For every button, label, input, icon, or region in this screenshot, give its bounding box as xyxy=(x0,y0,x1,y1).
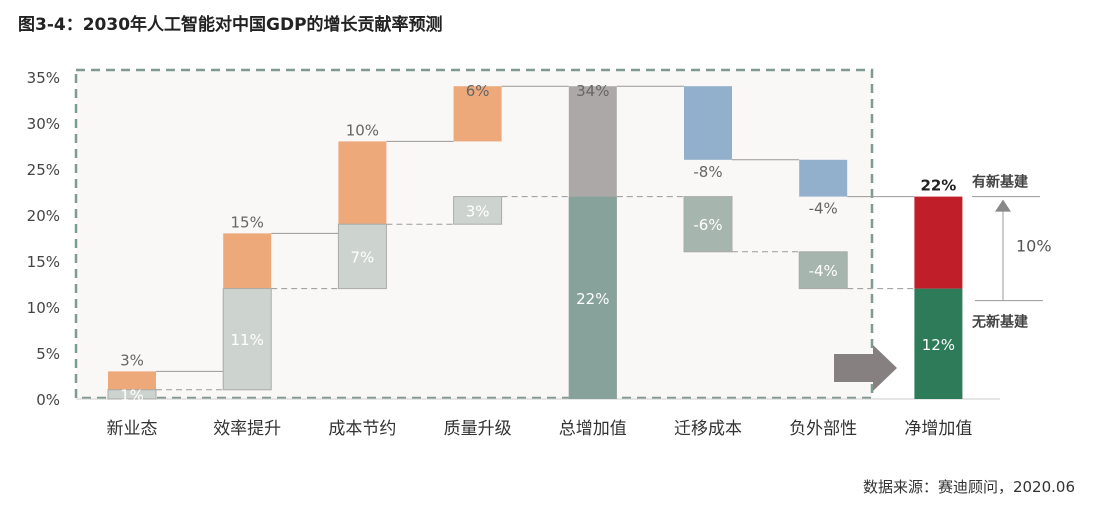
arrow-right-icon xyxy=(834,345,897,391)
bar-with-infra xyxy=(453,86,502,142)
bar-without-infra xyxy=(337,223,387,290)
plot-area-frame xyxy=(74,68,874,400)
bar-without-infra xyxy=(683,196,733,253)
x-tick-label: 质量升级 xyxy=(444,419,512,439)
y-tick-label: 10% xyxy=(27,299,60,317)
y-tick-label: 35% xyxy=(27,69,60,87)
y-tick-label: 5% xyxy=(36,345,60,363)
bar-with-infra xyxy=(338,141,387,234)
data-label-with-infra: 34% xyxy=(576,82,609,100)
x-tick-label: 效率提升 xyxy=(213,419,281,439)
bar-with-infra xyxy=(799,159,848,197)
source-note: 数据来源：赛迪顾问，2020.06 xyxy=(862,478,1075,496)
net-bar-with-infra xyxy=(914,196,963,289)
data-label-with-infra: -8% xyxy=(693,163,722,181)
x-tick-label: 迁移成本 xyxy=(674,419,742,439)
x-tick-label: 新业态 xyxy=(107,419,158,439)
data-label-without-infra: -4% xyxy=(809,262,838,280)
arrow-up-icon xyxy=(995,199,1011,212)
chart-title: 图3-4：2030年人工智能对中国GDP的增长贡献率预测 xyxy=(18,15,443,35)
annotation-without-infra: 无新基建 xyxy=(971,314,1028,331)
data-label-with-infra: 10% xyxy=(346,121,379,139)
y-tick-label: 30% xyxy=(27,115,60,133)
data-label-with-infra: 15% xyxy=(231,213,264,231)
x-tick-label: 负外部性 xyxy=(789,419,857,439)
bar-without-infra xyxy=(798,251,848,290)
data-label-with-infra: 3% xyxy=(120,351,144,369)
y-tick-label: 0% xyxy=(36,391,60,409)
data-label-with-infra: -4% xyxy=(809,200,838,218)
y-tick-label: 15% xyxy=(27,253,60,271)
data-label-with-infra: 22% xyxy=(920,177,956,195)
bar-with-infra xyxy=(684,86,732,160)
bar-without-infra xyxy=(222,288,272,391)
annotation-difference: 10% xyxy=(1016,237,1052,256)
data-label-without-infra: 7% xyxy=(351,248,375,266)
bar-without-infra xyxy=(914,288,963,399)
data-label-without-infra: 1% xyxy=(120,386,144,404)
x-tick-label: 总增加值 xyxy=(559,419,627,439)
x-tick-label: 成本节约 xyxy=(328,419,396,439)
bar-without-infra xyxy=(568,196,617,399)
data-label-without-infra: 11% xyxy=(231,331,264,349)
annotation-with-infra: 有新基建 xyxy=(972,174,1028,191)
data-label-without-infra: -6% xyxy=(693,216,722,234)
y-tick-label: 25% xyxy=(27,161,60,179)
bar-without-infra xyxy=(453,196,503,225)
data-label-without-infra: 3% xyxy=(466,202,490,220)
bar-without-infra xyxy=(107,389,157,400)
data-label-without-infra: 12% xyxy=(922,336,955,354)
y-tick-label: 20% xyxy=(27,207,60,225)
data-label-with-infra: 6% xyxy=(466,82,490,100)
x-tick-label: 净增加值 xyxy=(904,419,972,439)
data-label-without-infra: 22% xyxy=(576,290,609,308)
